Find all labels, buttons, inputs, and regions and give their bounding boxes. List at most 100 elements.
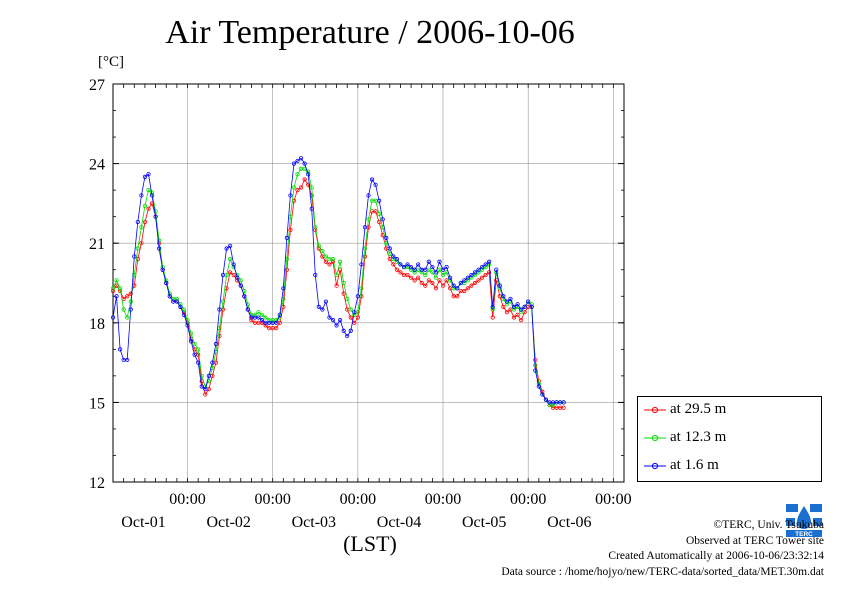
data-point: [380, 217, 385, 222]
data-point: [423, 272, 428, 278]
data-point: [117, 347, 123, 352]
data-point: [330, 257, 336, 262]
data-point: [224, 246, 229, 251]
data-point: [306, 172, 311, 177]
data-point: [405, 262, 410, 267]
data-point: [462, 278, 467, 283]
data-point: [550, 402, 556, 408]
legend-marker-green: [644, 434, 666, 441]
credits: ©TERC, Univ. Tsukuba Observed at TERC To…: [501, 518, 824, 580]
data-point: [291, 185, 297, 190]
data-point: [128, 307, 133, 312]
data-point: [121, 307, 126, 312]
data-point: [508, 296, 513, 302]
data-point: [203, 387, 208, 392]
data-point: [472, 280, 478, 286]
legend-marker-red: [644, 406, 666, 413]
data-point: [139, 225, 144, 230]
data-point: [540, 392, 545, 397]
data-point: [536, 384, 541, 389]
grid-lines: [113, 84, 624, 482]
data-point: [518, 310, 524, 315]
data-point: [518, 307, 524, 312]
data-point: [263, 315, 268, 320]
data-point: [377, 211, 382, 217]
data-point: [181, 307, 187, 312]
data-point: [543, 397, 549, 402]
data-point: [334, 323, 339, 328]
data-point: [426, 278, 431, 283]
x-tick-label-time: 00:00: [510, 491, 546, 508]
x-tick-label-time: 00:00: [254, 491, 290, 508]
data-point: [146, 172, 151, 177]
data-point: [359, 262, 364, 267]
data-point: [561, 405, 566, 410]
data-point: [451, 283, 456, 288]
series-2: [110, 156, 566, 405]
data-point: [245, 307, 250, 312]
data-point: [345, 333, 350, 339]
data-point: [490, 307, 495, 312]
data-point: [504, 302, 509, 307]
plot-frame: [112, 83, 625, 483]
data-point: [249, 318, 254, 323]
data-point: [188, 339, 194, 344]
data-point: [142, 219, 148, 225]
data-point: [384, 235, 389, 240]
data-point: [348, 307, 353, 312]
data-point: [515, 312, 520, 317]
data-point: [469, 283, 474, 288]
data-point: [533, 368, 538, 373]
legend: at 29.5 m at 12.3 m at 1.6 m: [637, 396, 822, 482]
data-point: [323, 259, 329, 264]
data-point: [377, 198, 382, 203]
data-point: [203, 392, 208, 397]
data-point: [419, 280, 424, 286]
data-point: [320, 307, 325, 312]
data-point: [157, 246, 162, 251]
chart-title: Air Temperature / 2006-10-06: [165, 14, 575, 51]
data-point: [440, 272, 446, 278]
data-point: [327, 262, 332, 267]
data-point: [355, 315, 360, 320]
data-point: [309, 206, 314, 211]
data-point: [341, 280, 346, 286]
data-point: [433, 286, 439, 291]
data-point: [309, 185, 314, 190]
data-point: [416, 262, 421, 267]
data-point: [426, 259, 431, 264]
data-point: [135, 246, 140, 251]
data-point: [345, 296, 350, 302]
data-point: [430, 280, 435, 286]
series-0: [110, 177, 566, 410]
data-point: [440, 267, 446, 272]
data-point: [511, 307, 517, 312]
logo-text: TERC: [795, 531, 813, 538]
data-point: [408, 264, 414, 270]
data-point: [298, 185, 304, 190]
data-point: [295, 172, 300, 177]
data-point: [394, 267, 399, 272]
data-point: [110, 315, 116, 320]
x-tick-label-date: Oct-06: [547, 514, 591, 531]
data-point: [235, 275, 240, 280]
data-point: [274, 326, 279, 331]
x-tick-label-time: 00:00: [340, 491, 376, 508]
credits-source: Data source : /home/hojyo/new/TERC-data/…: [501, 565, 824, 578]
data-point: [153, 209, 158, 214]
data-point: [256, 310, 261, 315]
data-point: [501, 294, 506, 299]
x-tick-label-time: 00:00: [169, 491, 205, 508]
x-tick-label-date: Oct-02: [206, 514, 250, 531]
data-point: [167, 294, 172, 299]
data-point: [348, 328, 353, 333]
data-point: [185, 323, 190, 328]
data-point: [284, 267, 289, 272]
legend-item-1m: at 1.6 m: [644, 457, 719, 477]
data-point: [316, 304, 321, 309]
series-1: [110, 166, 566, 408]
data-point: [412, 270, 417, 275]
data-point: [373, 209, 378, 214]
data-point: [494, 267, 499, 272]
data-point: [288, 227, 293, 233]
